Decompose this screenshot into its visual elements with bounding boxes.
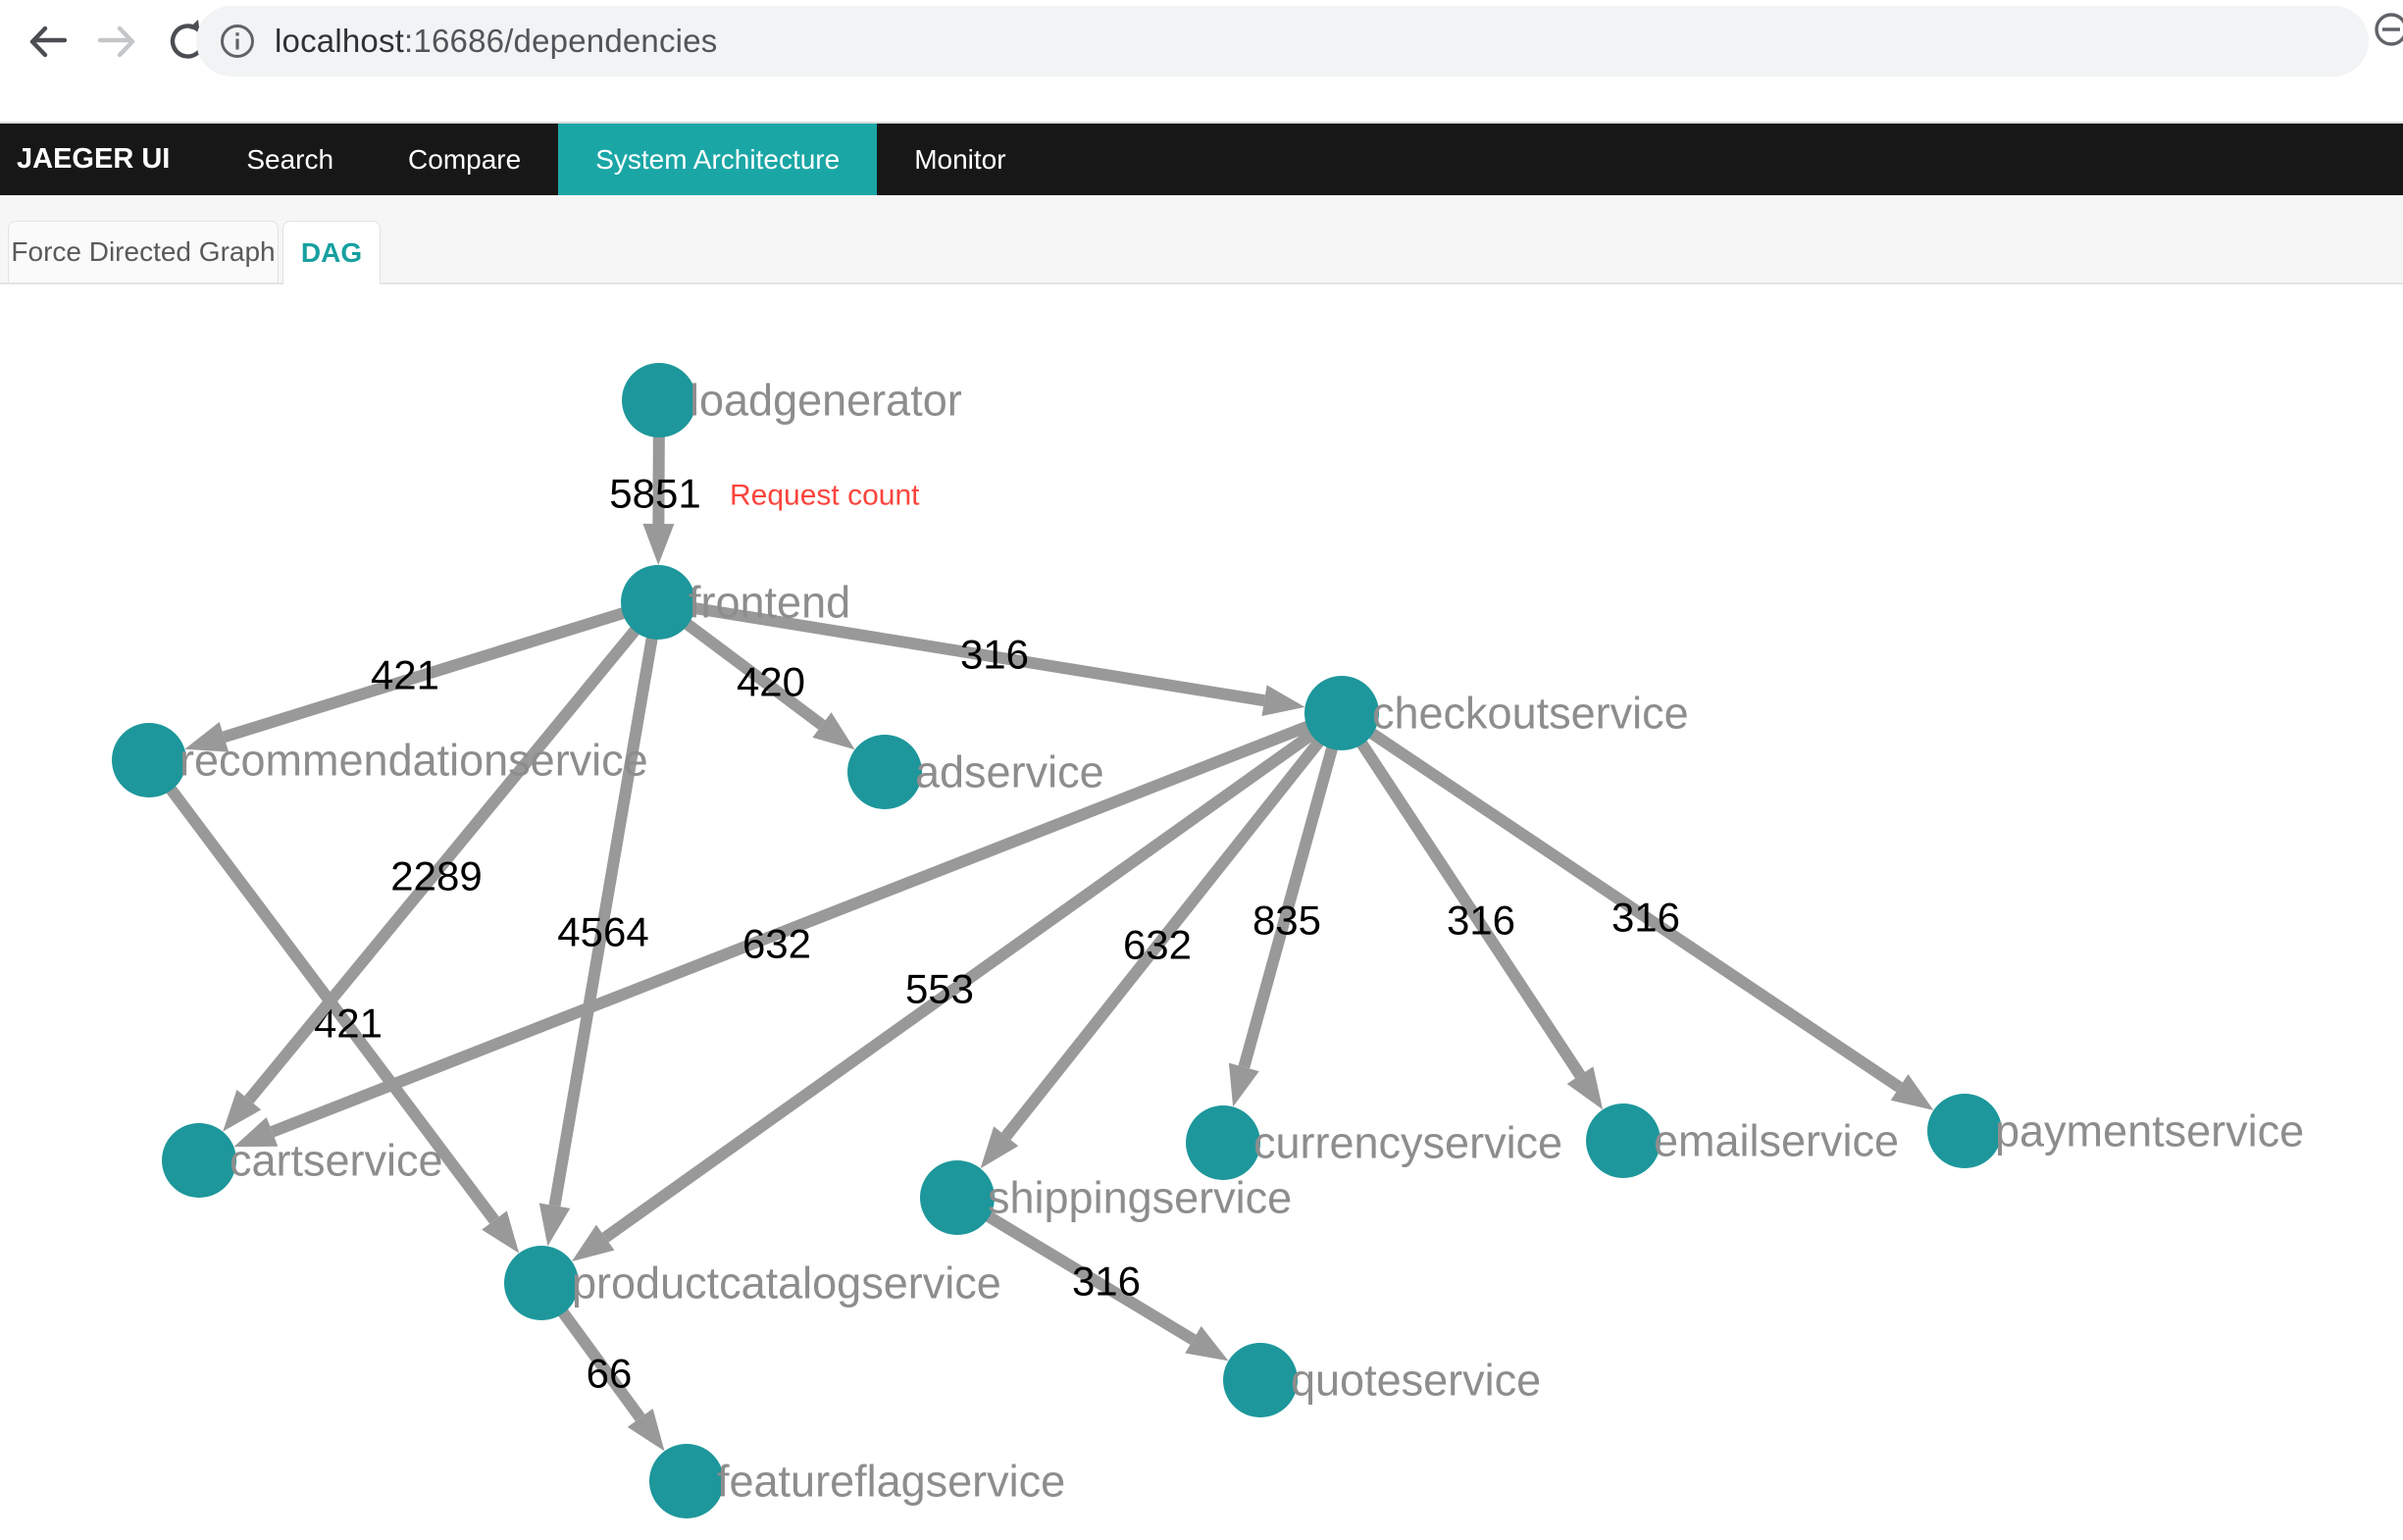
edge-count-frontend-to-adservice: 420: [737, 659, 805, 705]
request-count-annotation: Request count: [730, 480, 920, 512]
node-label-currencyservice: currencyservice: [1253, 1118, 1562, 1168]
forward-icon[interactable]: [94, 18, 141, 65]
edge-checkoutservice-to-paymentservice: [1338, 708, 1934, 1110]
tab-dag[interactable]: DAG: [282, 221, 381, 284]
node-label-emailservice: emailservice: [1654, 1116, 1899, 1166]
node-label-shippingservice: shippingservice: [988, 1173, 1292, 1223]
edge-recommendationservice-to-productcatalogservice: [144, 756, 520, 1254]
node-recommendationservice[interactable]: [112, 723, 186, 797]
jaeger-top-nav: JAEGER UI Search Compare System Architec…: [0, 122, 2403, 195]
edge-count-checkoutservice-to-shippingservice: 632: [1123, 922, 1192, 968]
node-label-adservice: adservice: [915, 747, 1104, 797]
edge-frontend-to-recommendationservice: [184, 596, 660, 752]
edge-count-shippingservice-to-quoteservice: 316: [1072, 1258, 1141, 1305]
url-host: localhost: [275, 23, 405, 59]
nav-item-compare[interactable]: Compare: [408, 143, 522, 175]
node-frontend[interactable]: [621, 565, 695, 640]
edge-count-checkoutservice-to-cartservice: 632: [742, 921, 811, 967]
node-label-recommendationservice: recommendationservice: [179, 736, 648, 786]
edge-count-productcatalogservice-to-featureflagservice: 66: [587, 1351, 633, 1397]
page-info-icon[interactable]: [218, 22, 257, 61]
edge-count-frontend-to-checkoutservice: 316: [960, 632, 1029, 678]
edge-frontend-to-cartservice: [223, 598, 663, 1132]
edge-frontend-to-checkoutservice: [657, 596, 1305, 716]
edge-count-checkoutservice-to-emailservice: 316: [1447, 898, 1515, 944]
node-featureflagservice[interactable]: [649, 1444, 724, 1518]
node-shippingservice[interactable]: [920, 1160, 995, 1235]
node-label-cartservice: cartservice: [230, 1136, 443, 1186]
node-label-paymentservice: paymentservice: [1995, 1106, 2304, 1156]
edge-checkoutservice-to-currencyservice: [1228, 711, 1348, 1107]
edge-count-loadgenerator-to-frontend: 5851: [609, 471, 700, 517]
jaeger-logo[interactable]: JAEGER UI: [17, 143, 171, 175]
back-icon[interactable]: [24, 18, 71, 65]
node-loadgenerator[interactable]: [622, 363, 696, 437]
nav-item-monitor[interactable]: Monitor: [914, 143, 1006, 175]
edge-checkoutservice-to-shippingservice: [980, 709, 1347, 1169]
node-quoteservice[interactable]: [1223, 1343, 1298, 1417]
browser-chrome: localhost:16686/dependencies: [0, 0, 2403, 122]
nav-item-system-architecture[interactable]: System Architecture: [558, 124, 878, 195]
tab-force-directed-graph[interactable]: Force Directed Graph: [8, 221, 279, 282]
node-label-checkoutservice: checkoutservice: [1372, 689, 1689, 739]
node-paymentservice[interactable]: [1927, 1094, 2002, 1168]
edge-count-checkoutservice-to-paymentservice: 316: [1611, 895, 1680, 941]
edge-count-frontend-to-productcatalogservice: 4564: [557, 909, 648, 955]
node-label-productcatalogservice: productcatalogservice: [572, 1258, 1001, 1309]
node-emailservice[interactable]: [1586, 1104, 1661, 1178]
node-currencyservice[interactable]: [1186, 1105, 1260, 1180]
architecture-tabstrip: Force Directed Graph DAG: [0, 195, 2403, 284]
edge-checkoutservice-to-productcatalogservice: [571, 708, 1346, 1261]
node-label-quoteservice: quoteservice: [1291, 1356, 1541, 1406]
node-label-featureflagservice: featureflagservice: [717, 1457, 1065, 1507]
edge-checkoutservice-to-emailservice: [1336, 709, 1604, 1110]
browser-edge-icon[interactable]: [2362, 4, 2403, 63]
url-path: :16686/dependencies: [404, 23, 718, 59]
edge-count-checkoutservice-to-productcatalogservice: 553: [905, 966, 974, 1012]
nav-item-search[interactable]: Search: [246, 143, 334, 175]
edge-frontend-to-productcatalogservice: [538, 600, 664, 1247]
edge-count-checkoutservice-to-currencyservice: 835: [1253, 898, 1321, 944]
node-checkoutservice[interactable]: [1304, 676, 1379, 750]
edge-checkoutservice-to-cartservice: [233, 707, 1345, 1148]
node-adservice[interactable]: [847, 735, 922, 809]
node-label-frontend: frontend: [689, 578, 850, 628]
edge-count-frontend-to-recommendationservice: 421: [371, 652, 439, 698]
node-productcatalogservice[interactable]: [504, 1246, 579, 1320]
edge-count-frontend-to-cartservice: 2289: [390, 853, 482, 899]
node-label-loadgenerator: loadgenerator: [690, 376, 962, 426]
url-bar[interactable]: localhost:16686/dependencies: [196, 6, 2369, 77]
edge-shippingservice-to-quoteservice: [953, 1192, 1229, 1361]
url-text: localhost:16686/dependencies: [275, 23, 717, 60]
node-cartservice[interactable]: [162, 1123, 236, 1198]
